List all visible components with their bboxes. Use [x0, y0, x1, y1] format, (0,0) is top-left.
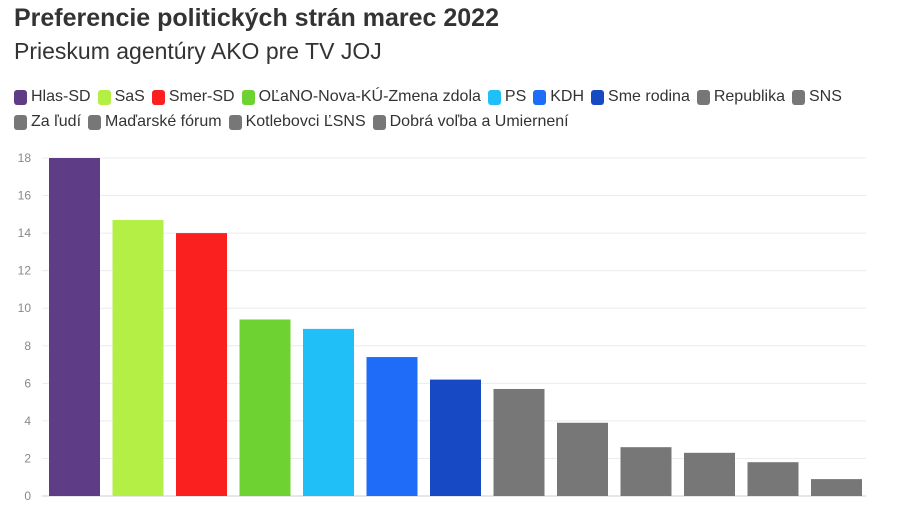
legend-swatch — [241, 89, 255, 105]
bar[interactable] — [620, 447, 672, 496]
chart-subtitle: Prieskum agentúry AKO pre TV JOJ — [14, 38, 382, 64]
bar[interactable] — [493, 388, 545, 496]
bar[interactable] — [303, 328, 354, 496]
legend-label: Kotlebovci ĽSNS — [245, 113, 366, 130]
legend-swatch — [696, 89, 710, 105]
bar[interactable] — [747, 462, 799, 496]
legend-swatch — [533, 89, 547, 105]
legend-item[interactable]: OĽaNO-Nova-KÚ-Zmena zdola — [241, 88, 481, 106]
legend-swatch — [591, 89, 605, 105]
legend-item[interactable]: Maďarské fórum — [88, 113, 222, 131]
bar[interactable] — [112, 219, 164, 496]
legend-label: Za ľudí — [31, 113, 82, 130]
legend-label: Maďarské fórum — [105, 113, 222, 130]
legend-label: Smer-SD — [168, 88, 235, 105]
legend-item[interactable]: Kotlebovci ĽSNS — [228, 113, 366, 131]
legend-label: Republika — [713, 88, 785, 105]
y-tick-label: 6 — [24, 376, 31, 390]
legend-label: PS — [504, 88, 527, 105]
legend-swatch — [151, 89, 165, 105]
bar[interactable] — [176, 233, 227, 496]
legend-label: Hlas-SD — [31, 88, 91, 105]
legend-item[interactable]: Dobrá voľba a Umiernení — [372, 113, 569, 131]
legend-label: SNS — [809, 88, 842, 105]
y-tick-label: 16 — [18, 189, 32, 203]
chart-title: Preferencie politických strán marec 2022 — [14, 4, 499, 32]
legend-swatch — [372, 114, 386, 130]
legend-item[interactable]: PS — [487, 88, 527, 106]
bar[interactable] — [811, 479, 862, 496]
legend-label: Dobrá voľba a Umiernení — [389, 113, 569, 130]
y-tick-label: 0 — [24, 489, 31, 503]
legend-swatch — [97, 89, 111, 105]
legend-item[interactable]: Republika — [696, 88, 785, 106]
bar[interactable] — [366, 357, 418, 496]
legend-swatch — [792, 89, 805, 105]
legend-swatch — [487, 89, 501, 105]
bar[interactable] — [557, 422, 608, 496]
chart-legend: Hlas-SD SaS Smer-SD OĽaNO-Nova-KÚ-Zmena zdo… — [14, 88, 854, 131]
y-tick-label: 10 — [18, 301, 32, 315]
legend-swatch — [14, 114, 27, 130]
y-tick-label: 18 — [18, 151, 32, 165]
legend-label: KDH — [550, 88, 585, 105]
legend-item[interactable]: Za ľudí — [14, 113, 81, 131]
y-tick-label: 2 — [24, 451, 31, 465]
y-tick-label: 8 — [24, 339, 31, 353]
bar[interactable] — [49, 158, 100, 496]
legend-item[interactable]: Sme rodina — [591, 88, 690, 106]
legend-item[interactable]: Hlas-SD — [14, 88, 91, 106]
y-tick-label: 12 — [18, 264, 32, 278]
legend-item[interactable]: KDH — [533, 88, 584, 106]
legend-swatch — [14, 89, 27, 105]
legend-label: OĽaNO-Nova-KÚ-Zmena zdola — [258, 88, 481, 105]
legend-swatch — [228, 114, 242, 130]
bar[interactable] — [239, 319, 291, 496]
y-tick-label: 14 — [18, 226, 32, 240]
y-tick-label: 4 — [24, 414, 31, 428]
legend-item[interactable]: Smer-SD — [151, 88, 235, 106]
legend-label: Sme rodina — [608, 88, 690, 105]
legend-item[interactable]: SaS — [97, 88, 145, 106]
legend-swatch — [88, 114, 102, 130]
bar[interactable] — [430, 379, 481, 496]
legend-item[interactable]: SNS — [792, 88, 842, 106]
legend-label: SaS — [114, 88, 145, 105]
bar[interactable] — [684, 452, 735, 496]
